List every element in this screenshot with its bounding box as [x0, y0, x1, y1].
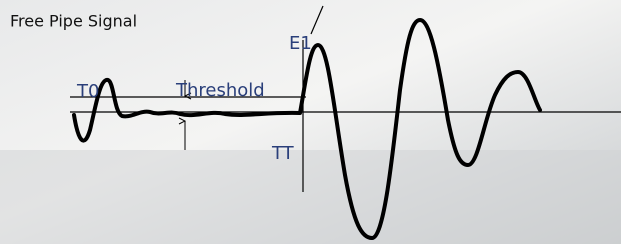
threshold-label: Threshold	[175, 80, 265, 101]
t0-label: T0	[76, 81, 99, 102]
page: Free Pipe Signal T0 Threshold E1 TT (() …	[0, 0, 621, 244]
diagram: Free Pipe Signal T0 Threshold E1 TT	[0, 0, 621, 244]
background-shade	[0, 150, 621, 244]
e1-label: E1	[289, 33, 312, 54]
title: Free Pipe Signal	[10, 12, 137, 31]
tt-label: TT	[271, 143, 295, 164]
